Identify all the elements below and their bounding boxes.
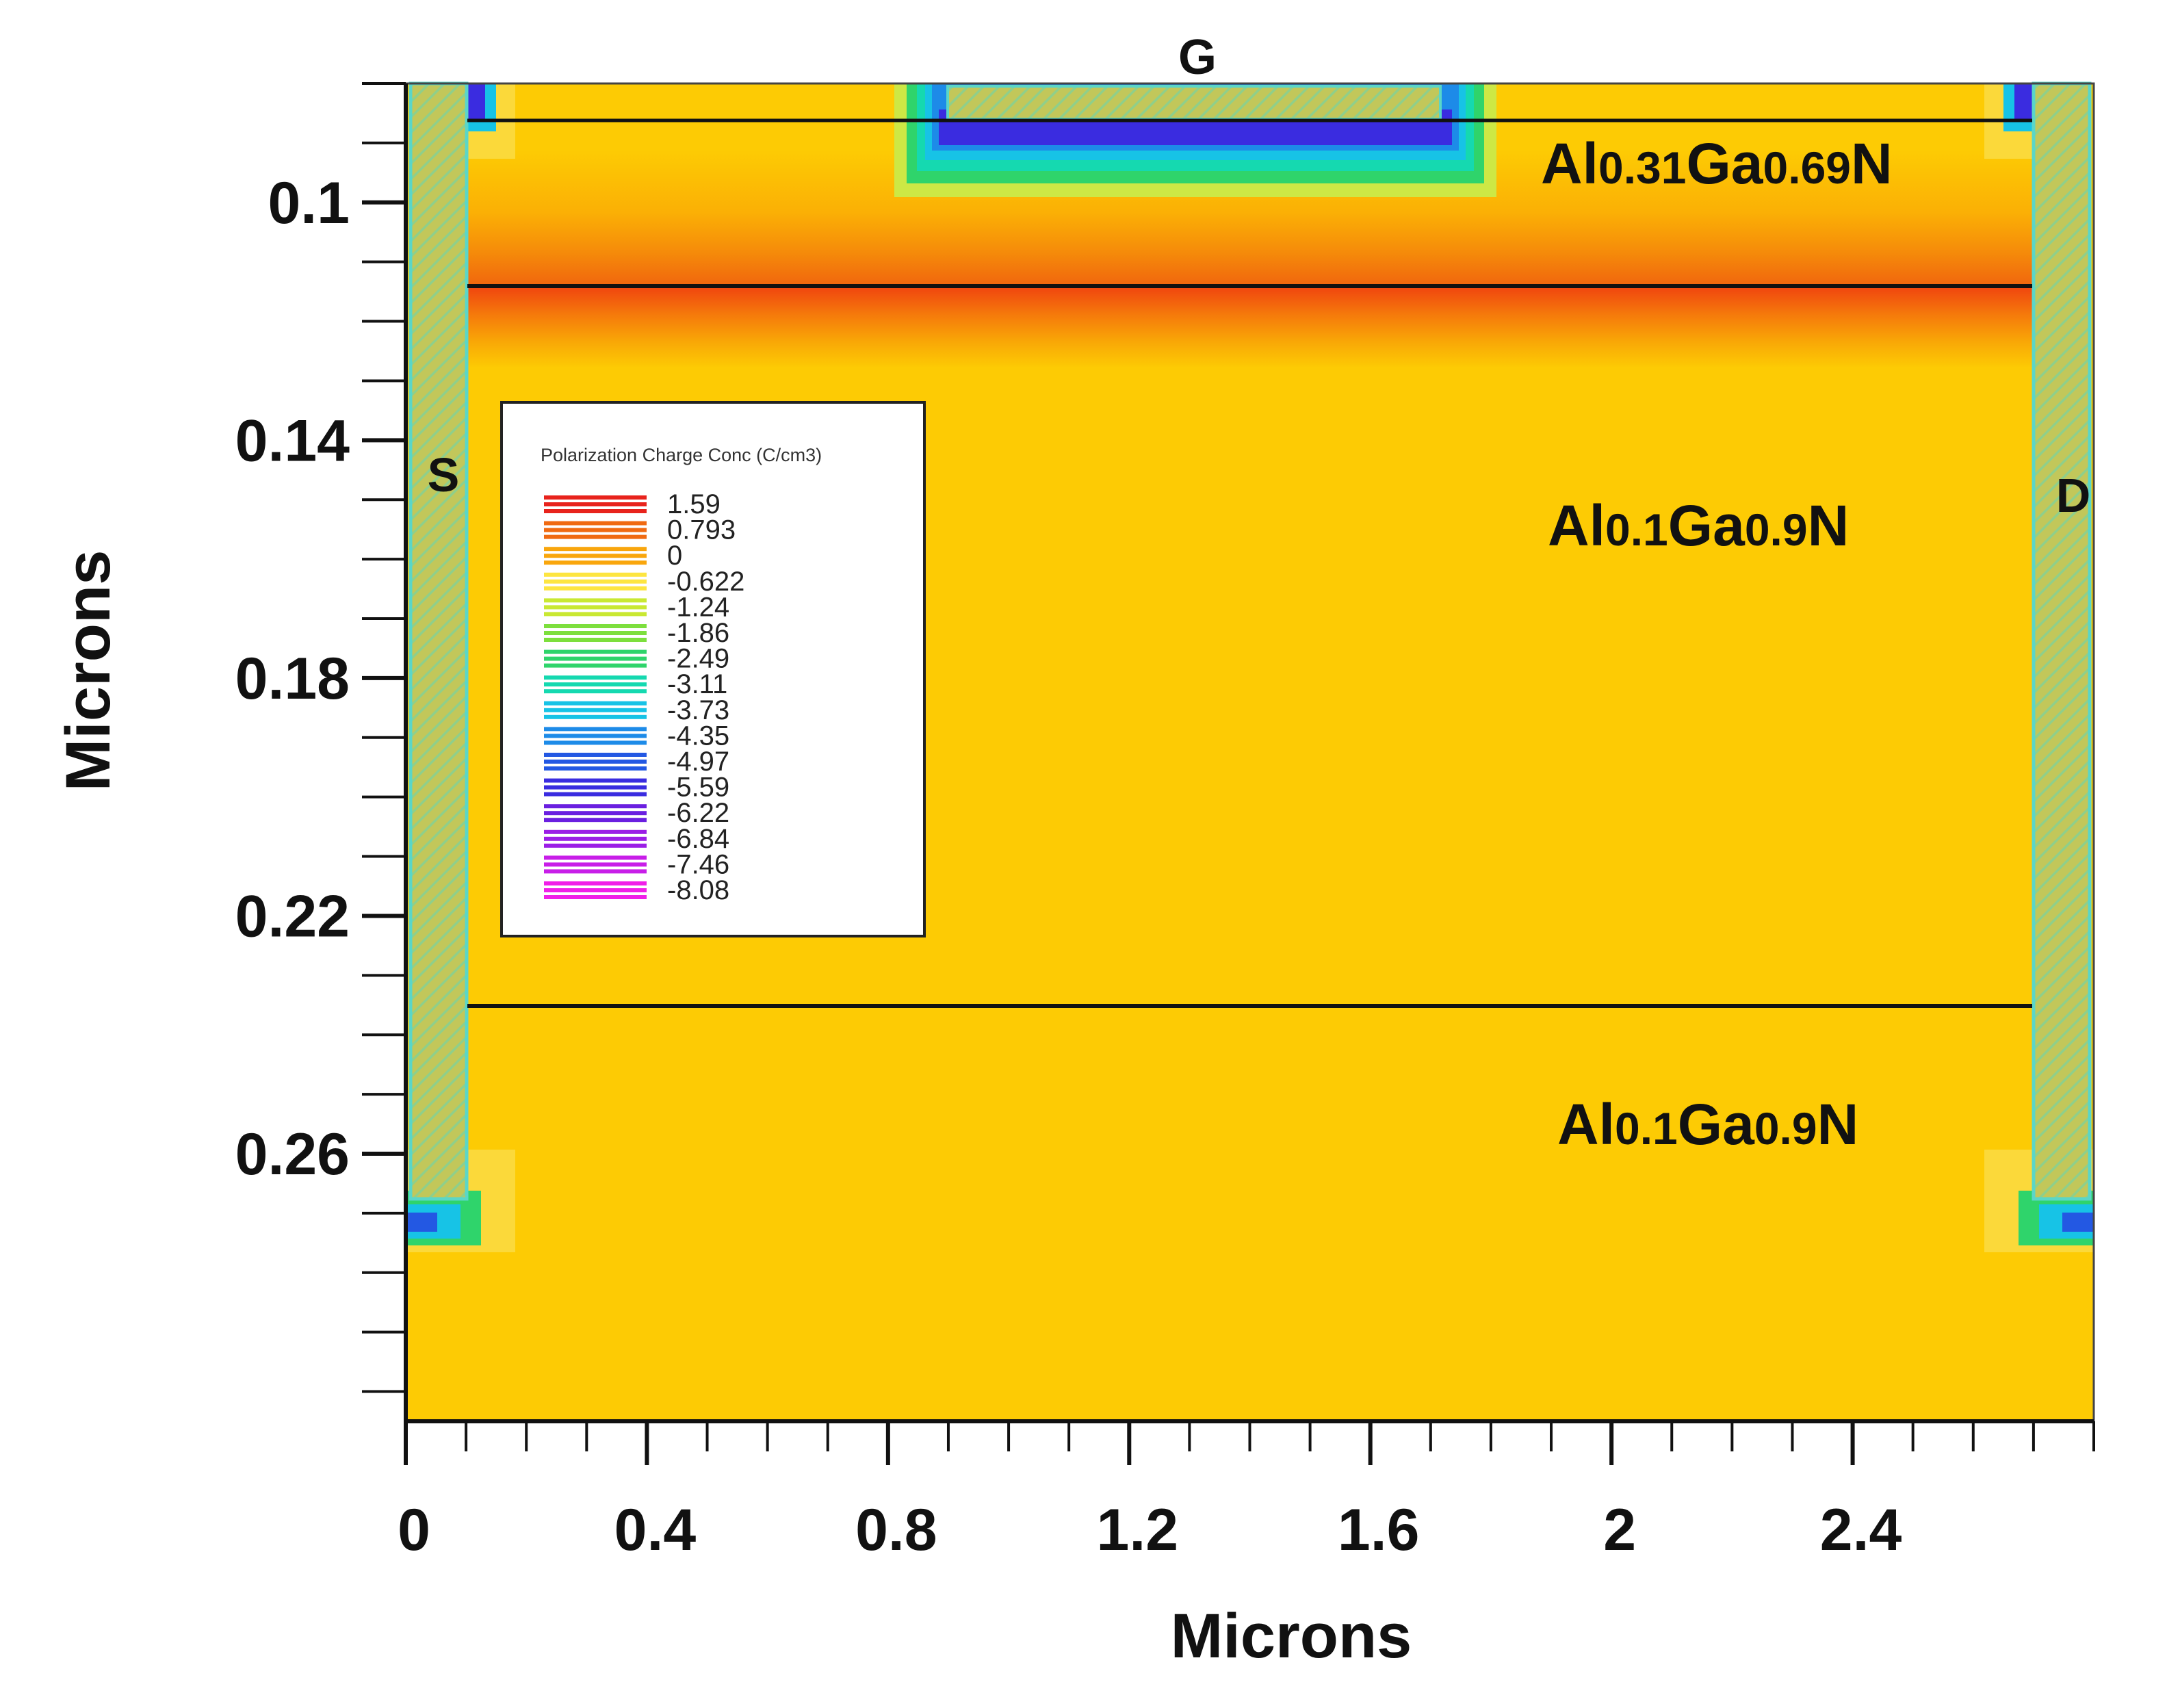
legend-value: -5.59 [667,773,729,803]
y-tick-label: 0.22 [235,883,350,949]
x-axis-ticks: 0 0.4 0.8 1.2 1.6 2 2.4 [398,1421,2095,1563]
legend-values: 1.590.7930-0.622-1.24-1.86-2.49-3.11-3.7… [667,489,744,905]
legend-swatch [544,624,647,628]
legend-swatch [544,663,647,668]
gate-electrode [946,85,1442,120]
legend-swatch [544,638,647,642]
legend-swatch [544,534,647,539]
y-tick-label: 0.26 [235,1122,350,1187]
legend-swatch [544,778,647,783]
gate-label: G [1178,30,1217,85]
legend-value: -0.622 [667,567,744,597]
legend-swatch [544,605,647,610]
legend-value: 0 [667,541,682,571]
x-tick-label: 1.2 [1097,1497,1179,1563]
layer-label-buffer: Al0.1Ga0.9N [1557,1092,1858,1156]
x-tick-label: 0 [398,1497,430,1563]
x-axis-title: Microns [1171,1601,1412,1671]
legend-swatch [544,598,647,603]
legend-swatch [544,836,647,841]
y-tick-label: 0.14 [235,408,350,474]
legend-value: -6.22 [667,798,729,828]
y-axis-ticks: 0.1 0.14 0.18 0.22 0.26 [235,82,406,1393]
legend-value: -1.86 [667,618,729,648]
legend-swatch [544,881,647,885]
legend-swatch [544,740,647,745]
legend-swatch [544,612,647,617]
x-tick-label: 0.4 [614,1497,697,1563]
source-electrode [408,81,469,1201]
legend-swatch [544,888,647,892]
legend-swatch [544,785,647,790]
legend-swatch [544,656,647,661]
legend-swatch [544,708,647,712]
layer-label-backbarrier: Al0.1Ga0.9N [1548,493,1849,558]
legend-swatch [544,701,647,706]
legend-swatch [544,495,647,500]
legend-swatch [544,509,647,513]
legend-swatch [544,895,647,899]
legend-swatch [544,554,647,558]
legend-value: -4.97 [667,747,729,777]
legend-swatch [544,682,647,687]
legend-swatch [544,727,647,732]
y-tick-label: 0.1 [268,170,350,236]
layer-label-barrier: Al0.31Ga0.69N [1541,131,1893,196]
legend-swatch [544,804,647,809]
legend-swatch [544,560,647,565]
legend-swatch [544,734,647,738]
legend-swatch [544,521,647,526]
legend-value: -4.35 [667,721,729,751]
legend-swatch [544,689,647,694]
x-tick-label: 1.6 [1338,1497,1420,1563]
legend-swatch [544,862,647,867]
legend-value: -3.11 [667,669,727,699]
drain-label: D [2056,469,2091,522]
legend-swatch [544,753,647,757]
legend-swatch [544,714,647,719]
legend-swatch [544,579,647,584]
legend-value: -1.24 [667,592,729,622]
drain-electrode [2032,81,2092,1201]
legend-swatches [544,495,647,899]
y-axis-title: Microns [53,550,123,792]
legend-swatch [544,855,647,860]
channel-field-region [467,286,2032,368]
legend-swatch [544,586,647,591]
legend-swatch [544,649,647,654]
y-tick-label: 0.18 [235,646,350,712]
legend-swatch [544,528,647,532]
legend-swatch [544,547,647,552]
legend-value: -3.73 [667,695,729,725]
legend-value: 1.59 [667,489,721,519]
x-tick-label: 2.4 [1820,1497,1902,1563]
x-tick-label: 0.8 [855,1497,937,1563]
source-label: S [428,448,460,502]
legend-value: -7.46 [667,849,729,879]
legend-value: -6.84 [667,824,729,854]
legend-value: -2.49 [667,644,729,674]
legend-swatch [544,675,647,680]
legend-swatch [544,760,647,764]
legend-swatch [544,572,647,577]
legend-swatch [544,818,647,823]
legend-value: -8.08 [667,875,729,905]
legend-swatch [544,502,647,506]
legend-swatch [544,811,647,816]
x-tick-label: 2 [1603,1497,1636,1563]
legend-swatch [544,631,647,635]
legend-value: 0.793 [667,515,736,545]
legend-swatch [544,792,647,797]
legend-swatch [544,869,647,874]
color-legend: Polarization Charge Conc (C/cm3) 1.590.7… [500,401,926,937]
legend-swatch [544,829,647,834]
legend-title: Polarization Charge Conc (C/cm3) [541,445,822,465]
legend-swatch [544,766,647,771]
legend-swatch [544,843,647,848]
